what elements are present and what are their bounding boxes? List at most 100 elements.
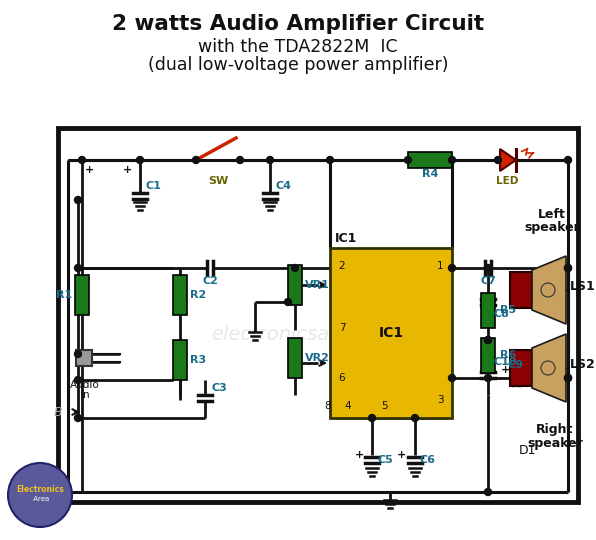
Text: R2: R2: [190, 290, 206, 300]
Circle shape: [79, 157, 85, 164]
Circle shape: [541, 361, 555, 375]
Text: 4: 4: [344, 401, 351, 411]
Text: Left: Left: [538, 208, 566, 221]
Text: SW: SW: [208, 176, 228, 186]
Text: (dual low-voltage power amplifier): (dual low-voltage power amplifier): [148, 56, 448, 74]
Text: electronicsarea.com: electronicsarea.com: [211, 326, 409, 345]
Bar: [481, 293, 495, 327]
Circle shape: [74, 265, 82, 272]
Text: B: B: [54, 406, 62, 419]
Text: 6: 6: [339, 373, 345, 383]
Text: +: +: [355, 450, 364, 460]
Circle shape: [405, 157, 411, 164]
Text: C1: C1: [145, 181, 161, 191]
Text: 8: 8: [325, 401, 331, 411]
Bar: [75, 275, 89, 315]
Circle shape: [485, 375, 492, 381]
Text: D1: D1: [519, 443, 537, 456]
Circle shape: [327, 157, 334, 164]
Circle shape: [564, 265, 572, 272]
Circle shape: [74, 376, 82, 383]
Circle shape: [485, 336, 492, 343]
Circle shape: [8, 463, 72, 527]
Text: LED: LED: [496, 176, 518, 186]
Text: +: +: [501, 365, 511, 375]
Bar: [330, 248, 452, 418]
Bar: [481, 338, 495, 373]
Text: C2: C2: [202, 276, 218, 286]
Circle shape: [564, 375, 572, 381]
Circle shape: [368, 415, 375, 422]
Text: C7: C7: [480, 276, 496, 286]
Text: C3: C3: [211, 383, 226, 393]
Text: C9: C9: [508, 360, 524, 370]
Text: speaker: speaker: [527, 436, 583, 449]
Text: 5: 5: [381, 401, 389, 411]
Text: R3: R3: [190, 355, 206, 365]
Polygon shape: [500, 149, 516, 171]
Text: IC1: IC1: [378, 326, 403, 340]
Circle shape: [449, 375, 455, 381]
Text: +: +: [123, 165, 133, 175]
Text: +: +: [85, 165, 95, 175]
Polygon shape: [532, 256, 566, 324]
Bar: [76, 350, 92, 366]
Text: C4: C4: [275, 181, 291, 191]
Text: R1: R1: [56, 290, 72, 300]
Text: 3: 3: [437, 395, 443, 405]
Text: with the TDA2822M  IC: with the TDA2822M IC: [198, 38, 398, 56]
Bar: [288, 338, 302, 378]
Circle shape: [193, 157, 200, 164]
Text: C10: C10: [494, 357, 517, 367]
Circle shape: [291, 265, 299, 272]
Text: Electronics: Electronics: [16, 484, 64, 494]
Text: speaker: speaker: [524, 221, 580, 234]
Bar: [173, 275, 187, 315]
Circle shape: [74, 415, 82, 422]
Circle shape: [411, 415, 418, 422]
Bar: [408, 152, 452, 168]
Circle shape: [541, 283, 555, 297]
Circle shape: [485, 489, 492, 496]
Circle shape: [74, 197, 82, 204]
Text: C5: C5: [377, 455, 393, 465]
Text: Audio: Audio: [70, 380, 100, 390]
Circle shape: [449, 157, 455, 164]
Text: C6: C6: [420, 455, 436, 465]
Circle shape: [495, 157, 501, 164]
Bar: [288, 265, 302, 305]
Bar: [510, 350, 532, 386]
Text: C8: C8: [494, 309, 510, 319]
Text: LS2: LS2: [570, 357, 596, 370]
Circle shape: [485, 265, 492, 272]
Text: Right: Right: [536, 423, 574, 436]
Circle shape: [136, 157, 144, 164]
Bar: [58, 128, 578, 502]
Circle shape: [564, 265, 572, 272]
Text: R6: R6: [500, 350, 516, 360]
Circle shape: [266, 157, 274, 164]
Text: +: +: [398, 450, 406, 460]
Text: 1: 1: [437, 261, 443, 271]
Bar: [510, 272, 532, 308]
Text: 2 watts Audio Amplifier Circuit: 2 watts Audio Amplifier Circuit: [112, 14, 484, 34]
Text: VR2: VR2: [305, 353, 330, 363]
Circle shape: [74, 350, 82, 357]
Circle shape: [284, 299, 291, 306]
Circle shape: [449, 265, 455, 272]
Text: IC1: IC1: [335, 232, 358, 245]
Text: In: In: [80, 390, 90, 400]
Circle shape: [237, 157, 244, 164]
Circle shape: [564, 157, 572, 164]
Polygon shape: [532, 334, 566, 402]
Bar: [173, 340, 187, 380]
Text: VR1: VR1: [305, 280, 330, 290]
Text: 7: 7: [339, 323, 345, 333]
Text: R5: R5: [500, 305, 516, 315]
Circle shape: [564, 375, 572, 381]
Text: LS1: LS1: [570, 280, 596, 293]
Text: .Area: .Area: [31, 496, 49, 502]
Text: R4: R4: [422, 169, 438, 179]
Text: 2: 2: [339, 261, 345, 271]
Circle shape: [485, 336, 492, 343]
